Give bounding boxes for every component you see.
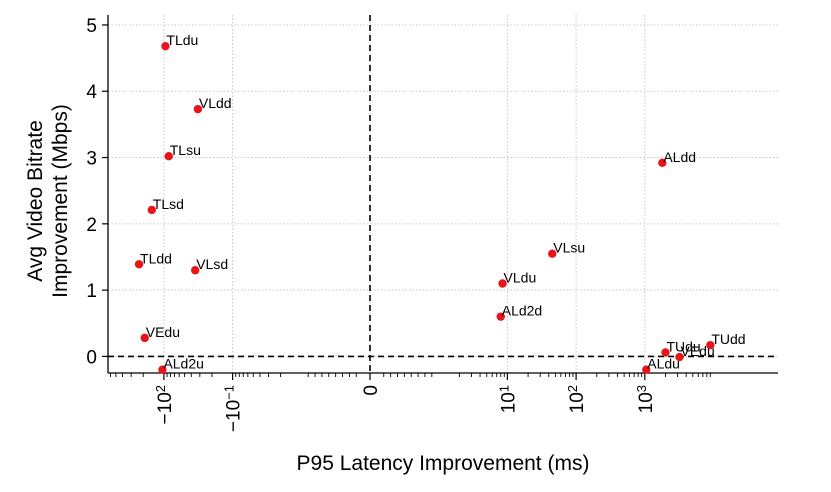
data-point-label: TLdu xyxy=(166,32,198,48)
data-point xyxy=(147,205,157,215)
data-point-label: VLdu xyxy=(504,270,537,286)
data-point xyxy=(706,340,715,350)
data-point-label: TUdu xyxy=(666,338,700,354)
data-point xyxy=(161,41,170,51)
data-point-label: VLsd xyxy=(196,256,228,272)
data-point-label: VEdu xyxy=(146,324,180,340)
data-point-label: TUdd xyxy=(711,331,745,347)
data-point xyxy=(496,312,505,321)
data-point xyxy=(498,279,507,288)
data-point xyxy=(193,104,203,114)
y-axis-title-line-2: Improvement (Mbps) xyxy=(49,104,72,298)
data-points: TLdu VLdd TLsu TLsd TLdd VLsd VEdu ALd2u ALdd VLs… xyxy=(134,32,746,374)
y-tick-label: 5 xyxy=(86,16,97,37)
data-point-label: ALd2u xyxy=(163,356,203,372)
y-tick-label: 1 xyxy=(86,281,97,302)
data-point-label: VLsu xyxy=(553,240,585,256)
data-point xyxy=(140,333,149,343)
y-tick-label: 3 xyxy=(86,149,97,170)
data-point-label: ALd2d xyxy=(502,303,542,319)
x-tick-label: 101 xyxy=(497,385,520,413)
y-axis-title-line-1: Avg Video Bitrate xyxy=(24,120,47,282)
x-tick-label: 0 xyxy=(361,385,382,396)
data-point-label: TLsu xyxy=(170,142,201,158)
data-point xyxy=(158,365,167,374)
data-point xyxy=(675,352,684,362)
data-point xyxy=(548,249,557,258)
data-point xyxy=(642,365,651,374)
y-tick-label: 0 xyxy=(86,347,97,368)
x-tick-label: 103 xyxy=(634,385,657,413)
x-axis-title: P95 Latency Improvement (ms) xyxy=(297,452,590,475)
y-tick-label: 4 xyxy=(86,82,97,103)
data-point-label: VEdu xyxy=(681,343,715,359)
data-point-label: ALdu xyxy=(647,356,680,372)
x-tick-label: 102 xyxy=(565,385,588,413)
x-tick-label: −10−1 xyxy=(222,385,245,432)
data-point xyxy=(191,266,200,275)
data-point-label: TLsd xyxy=(153,196,184,212)
data-point-label: VLdd xyxy=(199,95,232,111)
y-tick-label: 2 xyxy=(86,215,97,236)
data-point xyxy=(661,348,670,357)
axes: 0 1 2 3 4 5 −102 −10−1 0 101 102 103 xyxy=(86,15,778,432)
data-point xyxy=(164,152,173,161)
data-point xyxy=(658,158,667,168)
grid xyxy=(108,15,778,373)
data-point xyxy=(134,260,144,269)
reference-lines xyxy=(108,15,778,373)
data-point-label: ALdd xyxy=(663,149,696,165)
data-point-label: TLdd xyxy=(140,250,172,266)
x-tick-label: −102 xyxy=(153,385,176,424)
